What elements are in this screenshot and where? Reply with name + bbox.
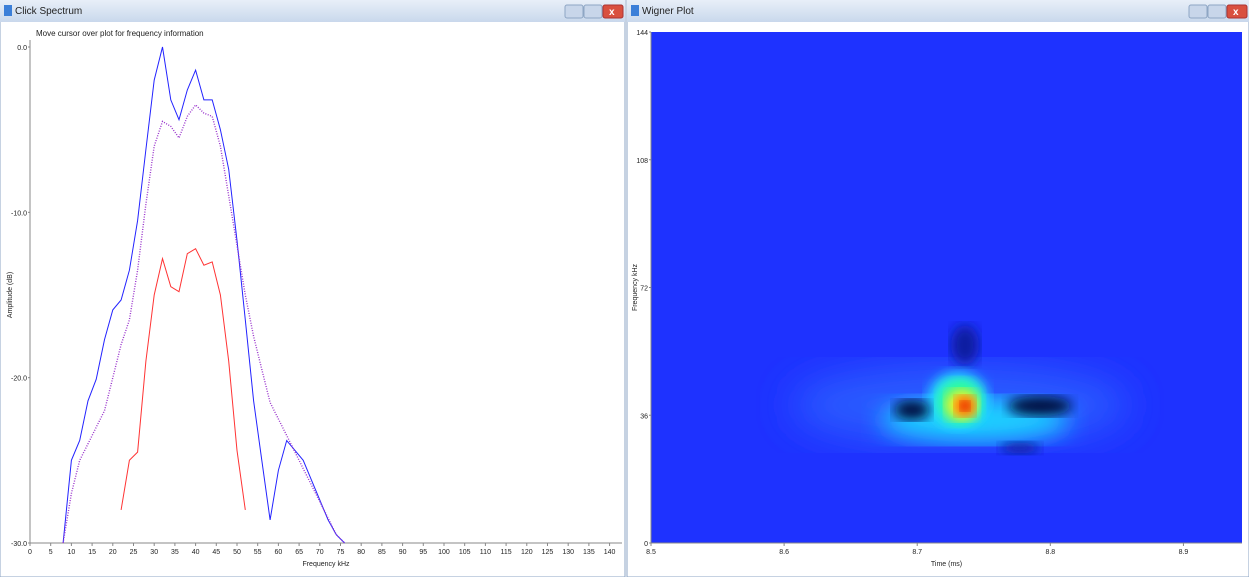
y-tick-label: 108 [636, 158, 648, 165]
x-tick-label: 35 [171, 549, 179, 556]
app-icon [4, 5, 12, 16]
x-tick-label: 120 [521, 549, 533, 556]
window-title: Click Spectrum [15, 6, 82, 17]
x-tick-label: 8.5 [646, 549, 656, 556]
close-button[interactable] [1226, 4, 1248, 19]
y-tick-label: -20.0 [11, 376, 27, 383]
x-tick-label: 85 [378, 549, 386, 556]
title-bar [627, 0, 1249, 22]
x-tick-label: 110 [480, 549, 491, 556]
series-line [62, 103, 346, 544]
x-tick-label: 125 [542, 549, 554, 556]
x-tick-label: 90 [399, 549, 407, 556]
x-tick-label: 70 [316, 549, 324, 556]
series-line [62, 46, 345, 544]
y-tick-label: 0 [644, 541, 648, 548]
x-tick-label: 8.9 [1179, 549, 1189, 556]
x-tick-label: 95 [419, 549, 427, 556]
x-tick-label: 65 [295, 549, 303, 556]
heatmap-image [651, 32, 1242, 543]
y-axis-label: Amplitude (dB) [7, 272, 14, 318]
x-tick-label: 40 [192, 549, 200, 556]
x-tick-label: 25 [130, 549, 138, 556]
x-tick-label: 10 [68, 549, 76, 556]
y-tick-label: -10.0 [11, 210, 27, 217]
x-tick-label: 8.6 [779, 549, 789, 556]
x-tick-label: 130 [562, 549, 574, 556]
x-tick-label: 55 [254, 549, 262, 556]
x-tick-label: 5 [49, 549, 53, 556]
x-tick-label: 30 [150, 549, 158, 556]
y-axis-label: Frequency kHz [632, 263, 639, 311]
x-tick-label: 45 [212, 549, 220, 556]
y-tick-label: 0.0 [17, 45, 27, 52]
x-tick-label: 100 [438, 549, 450, 556]
y-tick-label: 144 [636, 30, 648, 37]
x-tick-label: 75 [337, 549, 345, 556]
y-tick-label: -30.0 [11, 541, 27, 548]
window-right: Wigner Plot x [626, 0, 1249, 577]
x-tick-label: 115 [500, 549, 511, 556]
maximize-button[interactable] [1207, 4, 1227, 19]
x-tick-label: 105 [459, 549, 471, 556]
window-title: Wigner Plot [642, 6, 694, 17]
close-button[interactable] [602, 4, 624, 19]
x-tick-label: 0 [28, 549, 32, 556]
app-icon [631, 5, 639, 16]
plot-lines [62, 46, 346, 544]
x-tick-label: 50 [233, 549, 241, 556]
x-tick-label: 20 [109, 549, 117, 556]
title-bar [0, 0, 625, 22]
minimize-button[interactable] [1188, 4, 1208, 19]
close-icon: x [609, 7, 615, 18]
hint: Move cursor over plot for frequency info… [36, 29, 204, 38]
minimize-button[interactable] [564, 4, 584, 19]
y-tick-label: 72 [640, 286, 648, 293]
x-axis-label: Frequency kHz [302, 561, 350, 568]
maximize-button[interactable] [583, 4, 603, 19]
x-tick-label: 60 [274, 549, 282, 556]
x-tick-label: 8.8 [1045, 549, 1055, 556]
x-tick-label: 15 [88, 549, 96, 556]
y-tick-label: 36 [640, 413, 648, 420]
x-tick-label: 135 [583, 549, 595, 556]
x-tick-label: 80 [357, 549, 365, 556]
series-line [120, 247, 246, 510]
close-icon: x [1233, 7, 1239, 18]
window-left: Click Spectrum x Move cursor over plot f… [0, 0, 626, 577]
x-axis-label: Time (ms) [931, 561, 962, 568]
x-tick-label: 140 [604, 549, 616, 556]
x-tick-label: 8.7 [912, 549, 922, 556]
